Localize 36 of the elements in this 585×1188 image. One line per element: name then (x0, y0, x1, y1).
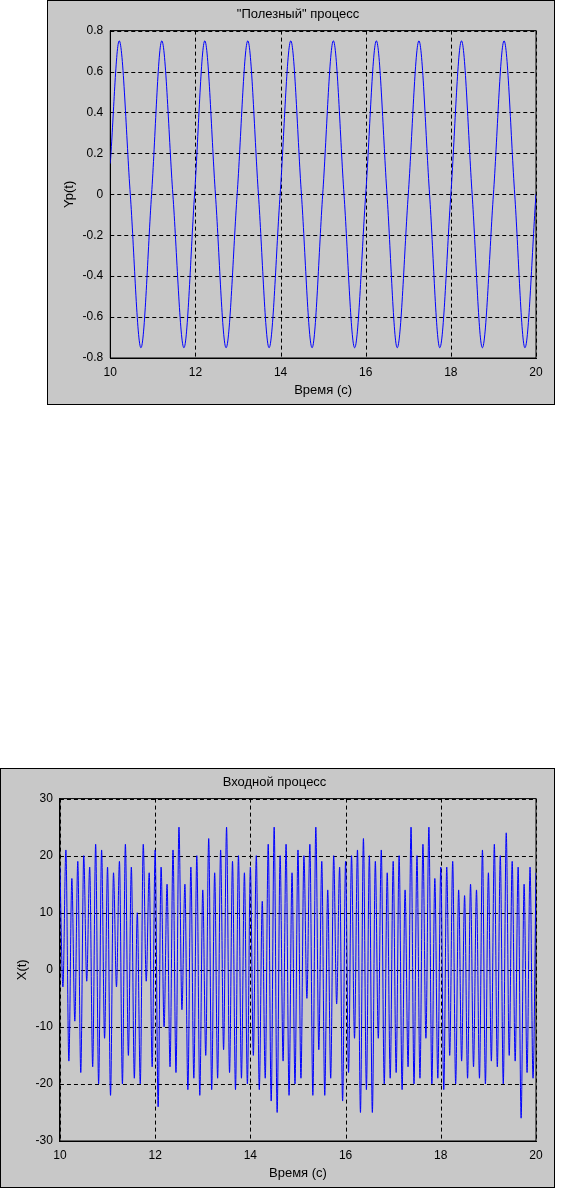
line-series (110, 40, 536, 349)
y-axis-title: X(t) (14, 959, 30, 981)
x-tick-label: 10 (103, 364, 118, 379)
line-series (59, 826, 536, 1119)
x-tick-label: 14 (273, 364, 288, 379)
x-tick-label: 20 (529, 364, 543, 379)
x-tick-label: 20 (529, 1147, 543, 1162)
x-tick-label: 12 (148, 1147, 163, 1162)
y-tick-label: 0.2 (86, 145, 104, 160)
x-axis-title: Время (с) (294, 381, 353, 397)
x-tick-label: 16 (359, 364, 373, 379)
y-tick-label: -0.6 (82, 309, 104, 324)
y-tick-label: 20 (39, 847, 54, 862)
y-tick-label: 10 (39, 905, 54, 920)
y-tick-label: 0.6 (86, 63, 104, 78)
x-tick-label: 16 (338, 1147, 353, 1162)
chart-title: "Полезный" процесс (236, 6, 360, 22)
x-tick-label: 10 (53, 1147, 67, 1162)
y-tick-label: -10 (35, 1019, 54, 1034)
x-tick-label: 18 (444, 364, 458, 379)
y-tick-label: 0.8 (86, 22, 104, 37)
x-axis-title: Время (с) (269, 1164, 327, 1180)
y-tick-label: 0 (96, 186, 104, 201)
y-tick-label: -20 (35, 1076, 54, 1091)
y-axis-title: Yp(t) (61, 180, 77, 208)
chart-title: Входной процесс (222, 774, 327, 790)
x-tick-label: 14 (243, 1147, 258, 1162)
y-tick-label: -0.4 (82, 268, 104, 283)
x-tick-label: 18 (434, 1147, 448, 1162)
y-tick-label: -30 (35, 1133, 54, 1148)
y-tick-label: 30 (39, 790, 54, 805)
y-tick-label: 0.4 (86, 104, 104, 119)
y-tick-label: -0.2 (82, 227, 104, 242)
x-tick-label: 12 (188, 364, 203, 379)
y-tick-label: 0 (46, 962, 54, 977)
y-tick-label: -0.8 (82, 350, 104, 365)
